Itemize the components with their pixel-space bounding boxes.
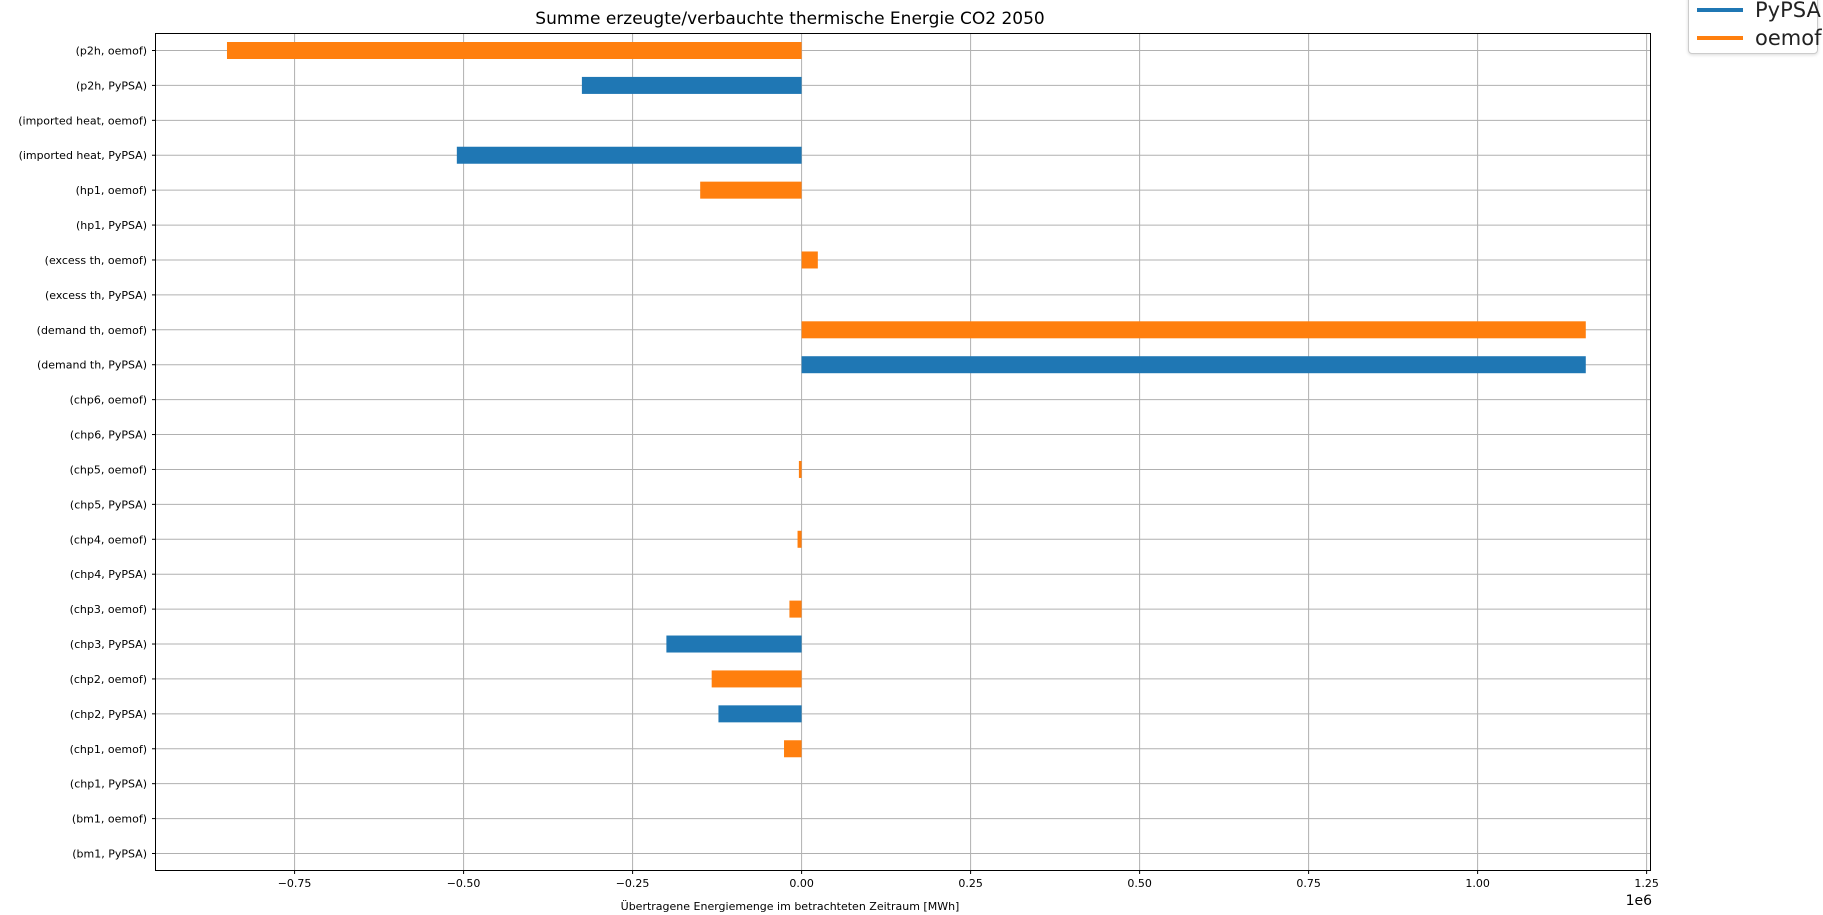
y-tick-label: (chp6, oemof) <box>70 394 147 407</box>
legend-item-oemof: oemof <box>1697 23 1821 53</box>
x-tick-label: 0.00 <box>789 877 814 890</box>
legend: PyPSA oemof <box>1688 0 1821 54</box>
plot-frame <box>155 33 1651 871</box>
y-tick-label: (chp1, oemof) <box>70 743 147 756</box>
x-tick-label: 1.25 <box>1634 877 1659 890</box>
bar-pypsa <box>718 705 802 723</box>
legend-swatch-oemof <box>1697 36 1743 40</box>
bar-oemof <box>226 42 802 59</box>
x-tick-label: 0.25 <box>958 877 983 890</box>
y-tick-label: (chp2, oemof) <box>70 673 147 686</box>
y-tick-label: (chp3, oemof) <box>70 603 147 616</box>
bar-oemof <box>711 670 802 688</box>
bar-oemof <box>801 321 1586 339</box>
legend-swatch-pypsa <box>1697 8 1743 12</box>
y-tick-label: (p2h, oemof) <box>76 45 147 58</box>
grid-lines <box>156 34 1650 870</box>
legend-item-pypsa: PyPSA <box>1697 0 1821 25</box>
chart-title: Summe erzeugte/verbauchte thermische Ene… <box>535 9 1044 29</box>
y-tick-label: (chp5, oemof) <box>70 463 147 476</box>
legend-label-oemof: oemof <box>1755 26 1822 50</box>
x-tick-label: −0.75 <box>278 877 312 890</box>
y-tick-label: (bm1, PyPSA) <box>72 848 147 861</box>
y-tick-label: (bm1, oemof) <box>72 813 147 826</box>
y-tick-label: (chp4, oemof) <box>70 533 147 546</box>
bar-oemof <box>801 251 818 269</box>
y-tick-labels: (p2h, oemof) (p2h, PyPSA) (imported heat, … <box>18 45 156 861</box>
bar-pypsa <box>666 635 802 653</box>
bars <box>226 42 1586 758</box>
y-tick-label: (hp1, oemof) <box>76 184 147 197</box>
x-tick-label: 1.00 <box>1465 877 1490 890</box>
y-tick-label: (excess th, oemof) <box>45 254 147 267</box>
x-scale-label: 1e6 <box>1626 893 1653 909</box>
bar-oemof <box>784 740 802 758</box>
y-tick-label: (chp5, PyPSA) <box>70 498 147 511</box>
x-tick-label: 0.50 <box>1127 877 1152 890</box>
x-tick-label: −0.25 <box>616 877 650 890</box>
x-tick-label: −0.50 <box>447 877 481 890</box>
y-tick-label: (chp4, PyPSA) <box>70 568 147 581</box>
y-tick-label: (chp2, PyPSA) <box>70 708 147 721</box>
y-tick-label: (excess th, PyPSA) <box>45 289 147 302</box>
x-tick-label: 0.75 <box>1296 877 1321 890</box>
y-tick-label: (imported heat, oemof) <box>18 114 147 127</box>
y-tick-label: (demand th, oemof) <box>37 324 147 337</box>
y-tick-label: (chp6, PyPSA) <box>70 429 147 442</box>
bar-oemof <box>700 181 802 199</box>
y-tick-label: (demand th, PyPSA) <box>37 359 147 372</box>
bar-oemof <box>797 530 802 548</box>
y-tick-label: (hp1, PyPSA) <box>76 219 147 232</box>
bar-pypsa <box>456 146 802 164</box>
bar-pypsa <box>801 356 1586 374</box>
y-tick-label: (chp1, PyPSA) <box>70 778 147 791</box>
bar-oemof <box>789 600 802 618</box>
y-tick-label: (chp3, PyPSA) <box>70 638 147 651</box>
x-tick-labels: −0.75 −0.50 −0.25 0.00 0.25 0.50 0.75 1.00 1.25 <box>278 870 1659 890</box>
legend-label-pypsa: PyPSA <box>1755 0 1821 22</box>
x-axis-label: Übertragene Energiemenge im betrachteten… <box>621 900 960 913</box>
y-tick-label: (imported heat, PyPSA) <box>19 149 147 162</box>
bar-oemof <box>798 460 802 478</box>
bar-pypsa <box>581 76 802 94</box>
y-tick-label: (p2h, PyPSA) <box>76 79 147 92</box>
